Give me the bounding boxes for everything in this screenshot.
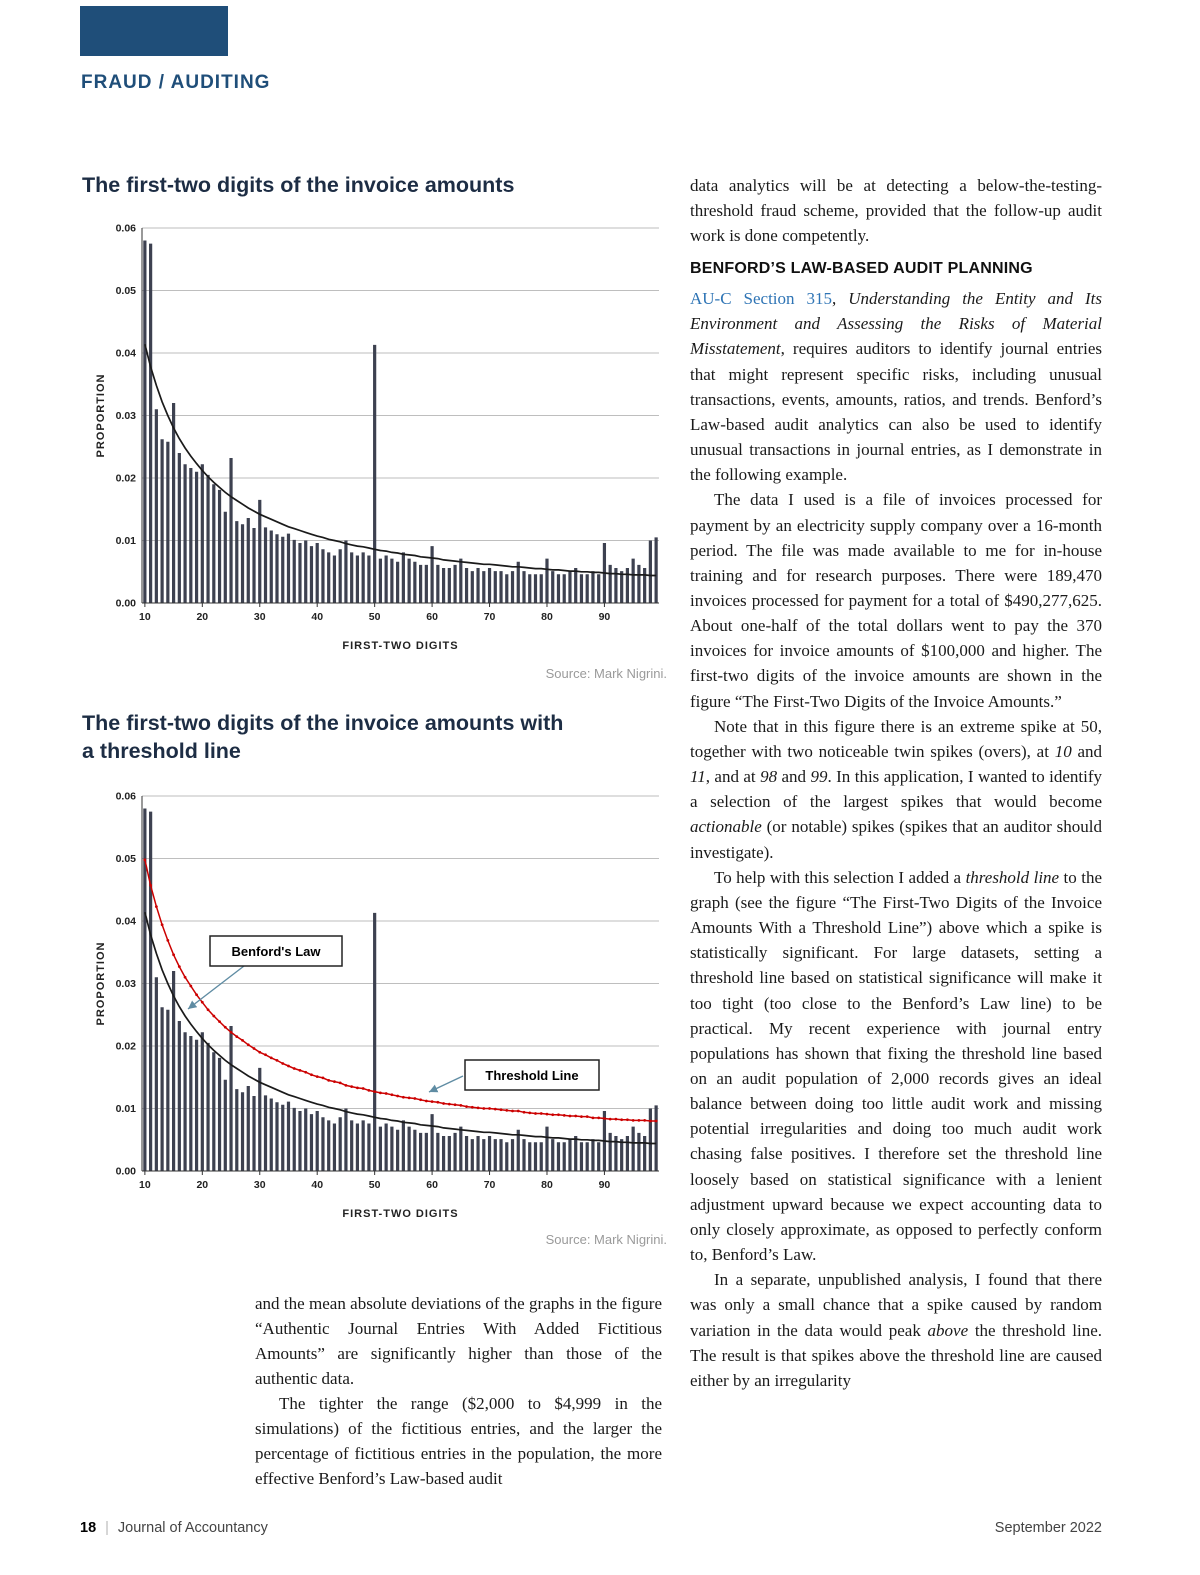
text-segment: 10 [1054, 741, 1072, 761]
svg-text:80: 80 [541, 1179, 553, 1191]
text-segment: In a separate, unpublished analysis, I f… [690, 1270, 1102, 1340]
svg-text:0.00: 0.00 [116, 1166, 137, 1178]
text-segment: data analytics will be at detecting a be… [690, 176, 1102, 246]
text-segment: (or notable) spikes (spikes that an audi… [690, 817, 1102, 862]
chart-svg: 0.00 0.01 0.02 0.03 0.04 0.05 0.06 10 20 30 40 50 60… [95, 791, 659, 1220]
text-segment: above [927, 1320, 969, 1340]
journal-name: Journal of Accountancy [117, 1520, 268, 1536]
page-footer: 18 | Journal of Accountancy September 2022 [80, 1520, 1102, 1536]
svg-text:0.06: 0.06 [116, 791, 137, 803]
text-segment: The data I used is a file of invoices pr… [690, 490, 1102, 711]
svg-text:20: 20 [196, 611, 208, 623]
figure2-source: Source: Mark Nigrini. [545, 1232, 667, 1247]
svg-text:60: 60 [426, 611, 438, 623]
inline-link[interactable]: AU-C Section 315 [690, 289, 832, 309]
svg-text:70: 70 [484, 1179, 496, 1191]
svg-text:70: 70 [484, 611, 496, 623]
body-paragraph: AU-C Section 315, Understanding the Enti… [690, 286, 1102, 487]
svg-text:PROPORTION: PROPORTION [95, 374, 107, 458]
right-column-text: data analytics will be at detecting a be… [690, 173, 1102, 1393]
section-heading: BENFORD’S LAW-BASED AUDIT PLANNING [690, 260, 1033, 278]
svg-text:0.00: 0.00 [116, 598, 137, 610]
svg-text:90: 90 [599, 611, 611, 623]
svg-text:FIRST-TWO DIGITS: FIRST-TWO DIGITS [342, 1208, 458, 1220]
invoice-digits-chart: 0.00 0.01 0.02 0.03 0.04 0.05 0.06 10 20 30 40 50 60… [92, 214, 667, 659]
text-segment: The tighter the range ($2,000 to $4,999 … [255, 1393, 662, 1488]
footer-left: 18 | Journal of Accountancy [80, 1520, 268, 1536]
svg-text:FIRST-TWO DIGITS: FIRST-TWO DIGITS [342, 640, 458, 652]
body-paragraph: data analytics will be at detecting a be… [690, 173, 1102, 248]
svg-text:0.05: 0.05 [116, 285, 137, 297]
svg-text:50: 50 [369, 611, 381, 623]
svg-text:10: 10 [139, 1179, 151, 1191]
svg-text:0.05: 0.05 [116, 853, 137, 865]
svg-text:0.02: 0.02 [116, 1041, 137, 1053]
svg-text:30: 30 [254, 611, 266, 623]
body-paragraph: and the mean absolute deviations of the … [255, 1292, 662, 1392]
text-segment: and [777, 767, 811, 787]
figure1-source: Source: Mark Nigrini. [545, 666, 667, 681]
invoice-digits-threshold-chart: 0.00 0.01 0.02 0.03 0.04 0.05 0.06 10 20 30 40 50 60… [92, 782, 667, 1227]
page-number: 18 [80, 1520, 97, 1536]
body-paragraph: In a separate, unpublished analysis, I f… [690, 1267, 1102, 1393]
svg-text:PROPORTION: PROPORTION [95, 942, 107, 1026]
issue-date: September 2022 [994, 1520, 1102, 1536]
svg-text:0.03: 0.03 [116, 978, 137, 990]
text-segment: , and at [705, 767, 761, 787]
svg-text:0.01: 0.01 [116, 535, 137, 547]
body-paragraph: The data I used is a file of invoices pr… [690, 487, 1102, 713]
text-segment: 11 [690, 767, 706, 787]
text-segment: , [832, 289, 849, 309]
svg-text:90: 90 [599, 1179, 611, 1191]
body-paragraph: The tighter the range ($2,000 to $4,999 … [255, 1392, 662, 1492]
text-segment: and [1071, 741, 1102, 761]
svg-text:0.04: 0.04 [116, 348, 137, 360]
svg-text:20: 20 [196, 1179, 208, 1191]
text-segment: the threshold line. The result is that s… [690, 1320, 1103, 1390]
text-segment: . In this application, I wanted to ident… [690, 767, 1102, 812]
svg-text:0.04: 0.04 [116, 916, 137, 928]
text-segment: actionable [690, 817, 762, 837]
section-kicker: FRAUD / AUDITING [81, 72, 271, 93]
svg-text:50: 50 [369, 1179, 381, 1191]
text-segment: To help with this selection I added a [714, 867, 966, 887]
svg-text:10: 10 [139, 611, 151, 623]
text-segment: 99 [810, 767, 828, 787]
footer-divider: | [105, 1520, 109, 1536]
svg-text:0.02: 0.02 [116, 473, 137, 485]
text-segment: Note that in this figure there is an ext… [690, 716, 1102, 761]
figure2-title: The first-two digits of the invoice amou… [82, 711, 564, 763]
svg-text:40: 40 [311, 611, 323, 623]
svg-text:Threshold Line: Threshold Line [485, 1068, 578, 1083]
figure1-title: The first-two digits of the invoice amou… [82, 173, 515, 197]
text-segment: threshold line [965, 867, 1060, 887]
svg-text:Benford's Law: Benford's Law [231, 944, 321, 959]
text-segment: , requires auditors to identify journal … [690, 339, 1102, 485]
chart-svg: 0.00 0.01 0.02 0.03 0.04 0.05 0.06 10 20 30 40 50 60… [95, 223, 659, 652]
text-segment: to the graph (see the figure “The First-… [690, 867, 1102, 1265]
svg-text:0.06: 0.06 [116, 223, 137, 235]
svg-text:60: 60 [426, 1179, 438, 1191]
svg-text:0.01: 0.01 [116, 1103, 137, 1115]
text-segment: and the mean absolute deviations of the … [255, 1294, 662, 1388]
text-segment: 98 [760, 767, 778, 787]
journal-logo-block [80, 6, 228, 56]
text-segment: Understanding the Entity and Its Environ… [690, 289, 1103, 359]
left-column-text: and the mean absolute deviations of the … [255, 1292, 662, 1492]
body-paragraph: To help with this selection I added a th… [690, 865, 1102, 1268]
svg-text:0.03: 0.03 [116, 410, 137, 422]
svg-text:40: 40 [311, 1179, 323, 1191]
svg-text:30: 30 [254, 1179, 266, 1191]
body-paragraph: Note that in this figure there is an ext… [690, 714, 1102, 865]
svg-text:80: 80 [541, 611, 553, 623]
